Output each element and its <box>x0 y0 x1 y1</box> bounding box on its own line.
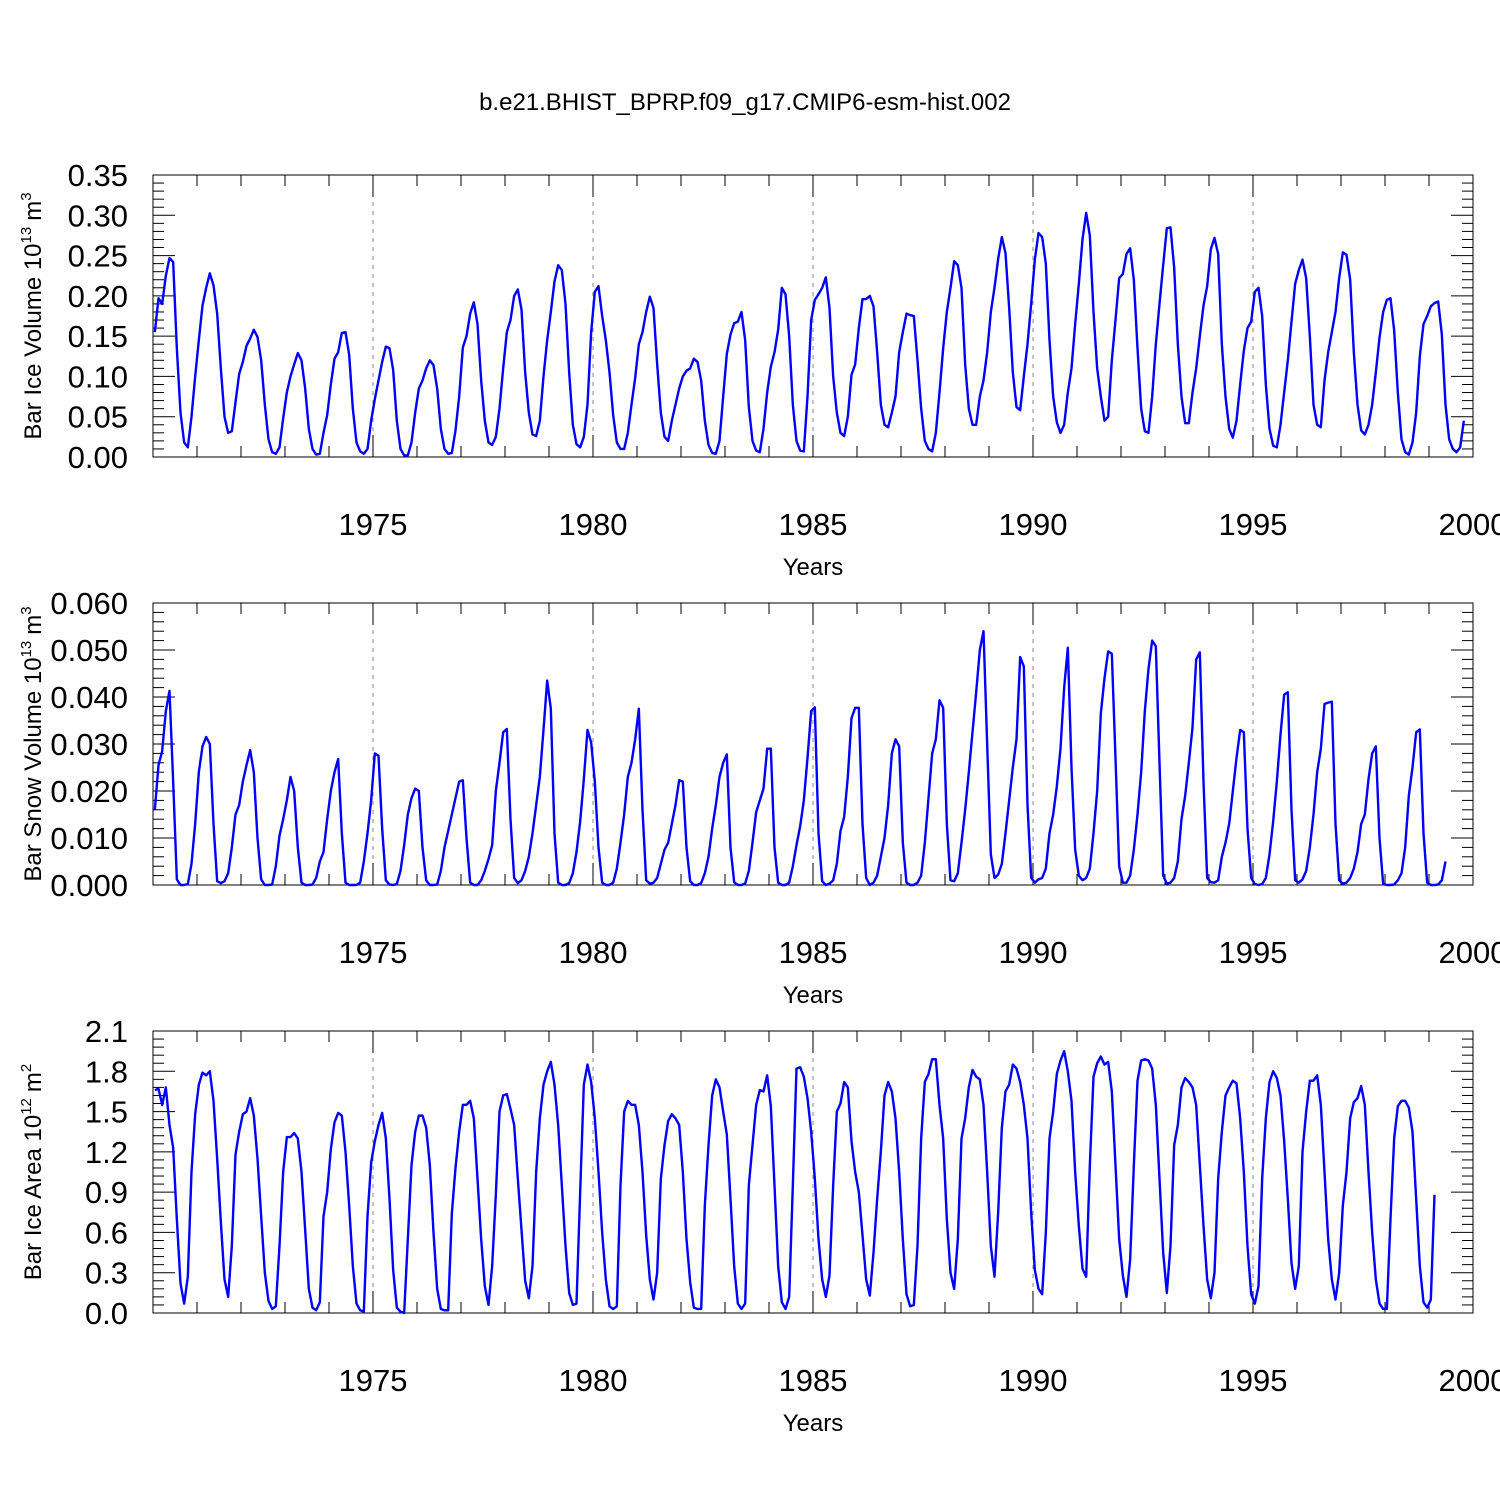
y-tick-label: 0.15 <box>68 319 128 354</box>
series-line-bar-ice-area <box>154 1049 1436 1315</box>
x-tick-label: 1980 <box>559 507 628 542</box>
y-axis-label-unit: m <box>20 1072 47 1092</box>
y-axis-label-main: Bar Snow Volume 10 <box>20 657 47 881</box>
x-tick-label: 1975 <box>339 1363 408 1398</box>
x-tick-label: 1980 <box>559 1363 628 1398</box>
y-tick-label: 0.040 <box>50 680 128 715</box>
y-tick-label: 1.5 <box>85 1095 128 1130</box>
y-axis-label: Bar Ice Area 1012 m2 <box>18 1064 47 1280</box>
y-axis-label-unit: m <box>20 201 47 221</box>
y-tick-label: 1.8 <box>85 1054 128 1089</box>
x-tick-label: 1990 <box>999 1363 1068 1398</box>
y-tick-label: 2.1 <box>85 1014 128 1049</box>
panel-bar-ice-area: 0.0 0.3 0.6 0.9 1.2 1.5 1.8 2.1 1975 1980 1985 1990… <box>18 1014 1500 1437</box>
x-tick-label: 1990 <box>999 507 1068 542</box>
y-tick-label: 0.050 <box>50 633 128 668</box>
x-tick-label: 1985 <box>779 935 848 970</box>
plot-frame <box>152 602 1474 886</box>
y-tick-label: 0.030 <box>50 727 128 762</box>
x-axis-label: Years <box>783 1410 844 1437</box>
x-tick-label: 1975 <box>339 935 408 970</box>
y-tick-label: 0.9 <box>85 1175 128 1210</box>
y-tick-label: 0.30 <box>68 198 128 233</box>
y-tick-label: 0.060 <box>50 586 128 621</box>
y-tick-label: 0.05 <box>68 400 128 435</box>
y-axis-label-main: Bar Ice Volume 10 <box>20 243 47 439</box>
y-tick-label: 0.25 <box>68 239 128 274</box>
y-axis-label-unit: m <box>20 615 47 635</box>
y-tick-label: 0.3 <box>85 1256 128 1291</box>
x-tick-label: 1995 <box>1219 935 1288 970</box>
y-axis-label: Bar Snow Volume 1013 m3 <box>18 606 47 881</box>
x-tick-label: 1995 <box>1219 507 1288 542</box>
y-tick-label: 0.010 <box>50 821 128 856</box>
y-axis-label-unit-exp: 2 <box>18 1064 35 1072</box>
x-tick-label: 1985 <box>779 1363 848 1398</box>
y-tick-label: 0.000 <box>50 868 128 903</box>
x-tick-label: 1990 <box>999 935 1068 970</box>
x-tick-label: 1985 <box>779 507 848 542</box>
y-tick-label: 0.00 <box>68 440 128 475</box>
y-tick-label: 0.6 <box>85 1215 128 1250</box>
y-axis-label-unit-exp: 3 <box>18 606 35 614</box>
y-tick-label: 0.35 <box>68 158 128 193</box>
y-tick-label: 0.0 <box>85 1296 128 1331</box>
x-tick-label: 1995 <box>1219 1363 1288 1398</box>
y-axis-label-unit-exp: 3 <box>18 192 35 200</box>
y-axis-label-exp: 13 <box>18 641 35 658</box>
x-tick-label: 2000 <box>1439 1363 1500 1398</box>
y-tick-label: 0.20 <box>68 279 128 314</box>
series-line-bar-snow-volume <box>153 630 1447 887</box>
y-axis-label-exp: 13 <box>18 227 35 244</box>
x-tick-label: 2000 <box>1439 507 1500 542</box>
y-axis-label-exp: 12 <box>18 1098 35 1115</box>
y-tick-label: 1.2 <box>85 1135 128 1170</box>
x-axis-label: Years <box>783 554 844 581</box>
x-tick-label: 1975 <box>339 507 408 542</box>
x-tick-label: 1980 <box>559 935 628 970</box>
panel-bar-snow-volume: 0.000 0.010 0.020 0.030 0.040 0.050 0.060 1975 1… <box>18 586 1500 1009</box>
x-axis-label: Years <box>783 982 844 1009</box>
series-line-bar-ice-volume <box>153 211 1466 457</box>
y-axis-label: Bar Ice Volume 1013 m3 <box>18 192 47 439</box>
panel-bar-ice-volume: 0.00 0.05 0.10 0.15 0.20 0.25 0.30 0.35 1975 1980… <box>18 158 1500 581</box>
y-tick-label: 0.10 <box>68 359 128 394</box>
x-tick-label: 2000 <box>1439 935 1500 970</box>
figure-title: b.e21.BHIST_BPRP.f09_g17.CMIP6-esm-hist.… <box>479 89 1011 116</box>
y-tick-label: 0.020 <box>50 774 128 809</box>
y-axis-label-main: Bar Ice Area 10 <box>20 1115 47 1280</box>
